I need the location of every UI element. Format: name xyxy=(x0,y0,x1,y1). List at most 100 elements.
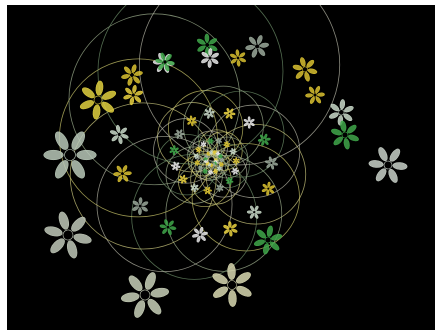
rosette xyxy=(132,197,149,215)
petal xyxy=(204,33,210,43)
rosette xyxy=(195,146,202,153)
rosette-core xyxy=(64,149,76,161)
rosette xyxy=(243,116,255,129)
arc-ring xyxy=(199,150,248,198)
petal xyxy=(168,220,174,227)
petal xyxy=(101,101,114,113)
petal xyxy=(233,150,237,153)
petal xyxy=(388,168,398,183)
rosette-core xyxy=(254,43,260,50)
petal xyxy=(230,53,237,59)
petal xyxy=(270,241,280,251)
petal xyxy=(76,149,97,161)
petal xyxy=(256,229,266,239)
petal xyxy=(339,99,346,110)
petal xyxy=(200,235,206,241)
rosette-core xyxy=(220,163,223,166)
rosette-core xyxy=(266,186,271,191)
petal xyxy=(132,206,139,211)
petal xyxy=(123,94,132,100)
petal xyxy=(141,206,148,212)
petal xyxy=(258,48,266,56)
petal xyxy=(329,112,339,119)
rosette xyxy=(113,165,132,183)
rosette-core xyxy=(165,225,171,230)
rosette-core xyxy=(204,42,210,48)
petal xyxy=(201,231,208,236)
petal xyxy=(196,236,201,243)
petal xyxy=(120,127,127,134)
petal xyxy=(247,123,251,129)
petal xyxy=(211,52,219,58)
rosette-core xyxy=(228,227,233,231)
petal xyxy=(218,188,221,192)
petal xyxy=(134,300,146,318)
rosette-core xyxy=(247,120,251,125)
petal xyxy=(315,96,322,104)
rosette xyxy=(231,167,239,175)
rosette xyxy=(174,129,185,139)
petal xyxy=(128,275,143,292)
petal xyxy=(132,85,137,93)
petal xyxy=(231,223,237,229)
rosette-core xyxy=(217,152,219,155)
petal xyxy=(246,210,253,214)
arc-ring xyxy=(96,136,233,273)
petal xyxy=(211,58,219,64)
petal xyxy=(71,131,85,150)
rosette-core xyxy=(130,92,136,98)
petal xyxy=(121,134,129,139)
arc-ring xyxy=(183,85,264,167)
petal xyxy=(71,160,85,179)
petal xyxy=(209,45,218,52)
petal xyxy=(235,49,240,57)
rosette xyxy=(223,108,236,119)
rosette xyxy=(190,183,199,193)
rosette xyxy=(121,272,169,318)
petal xyxy=(304,72,310,82)
petal xyxy=(134,71,143,76)
rosette-core xyxy=(62,229,74,241)
petal xyxy=(295,70,304,79)
petal xyxy=(344,106,354,113)
petal xyxy=(235,157,238,161)
rosette-core xyxy=(214,170,217,173)
petal xyxy=(271,233,283,241)
petal xyxy=(109,130,118,135)
petal xyxy=(217,151,220,154)
petal xyxy=(223,111,229,115)
arc-ring xyxy=(165,146,223,204)
rosette-core xyxy=(228,112,232,115)
rosette-core xyxy=(205,155,208,157)
rosette xyxy=(155,52,175,72)
petal xyxy=(71,216,86,232)
rosette-core xyxy=(207,111,211,115)
rosette-core xyxy=(218,167,221,170)
petal xyxy=(307,68,318,74)
petal xyxy=(256,35,263,44)
petal xyxy=(213,286,228,298)
petal xyxy=(174,133,179,136)
rosette xyxy=(43,131,97,179)
rosette-core xyxy=(302,66,308,73)
petal xyxy=(196,163,199,166)
petal xyxy=(160,52,166,61)
rosette-core xyxy=(207,152,210,155)
petal xyxy=(378,147,388,162)
petal xyxy=(165,54,172,61)
petal xyxy=(196,38,206,45)
petal xyxy=(236,272,251,284)
petal xyxy=(196,159,198,163)
petal xyxy=(73,233,92,244)
petal xyxy=(228,290,237,307)
petal xyxy=(235,170,239,172)
pattern xyxy=(43,5,408,318)
petal xyxy=(133,76,140,84)
rosette xyxy=(159,219,177,236)
rosette xyxy=(331,120,359,150)
rosette xyxy=(193,153,200,160)
arc-ring xyxy=(197,90,285,178)
arc-ring xyxy=(191,143,300,252)
